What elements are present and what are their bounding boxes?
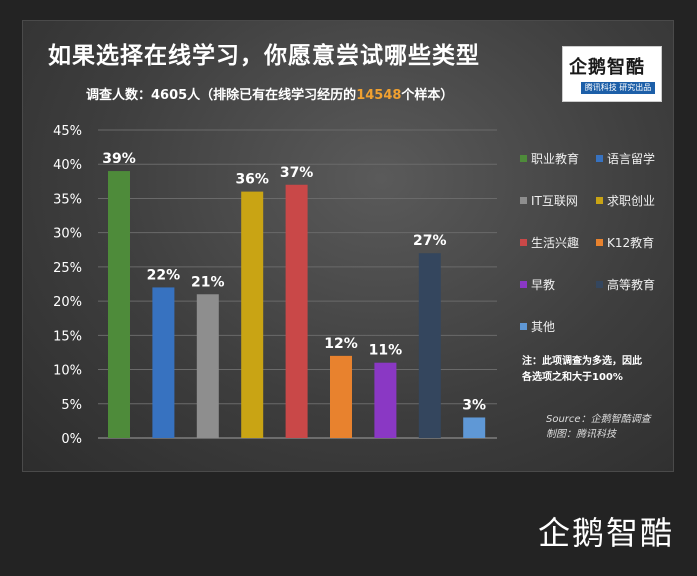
legend-swatch [520,197,527,204]
bar [330,355,352,438]
data-label: 11% [369,343,403,359]
bar [196,294,219,438]
legend-item: 职业教育 [520,150,579,167]
legend-label: K12教育 [607,236,655,250]
legend-item: IT互联网 [520,192,578,209]
y-tick-label: 30% [53,227,82,242]
y-tick-label: 5% [61,398,82,413]
legend-swatch [520,281,527,288]
data-label: 3% [462,397,486,413]
data-label: 39% [102,151,136,167]
y-tick-label: 0% [61,432,82,447]
legend-item: 求职创业 [596,192,655,209]
legend-swatch [520,155,527,162]
subtitle-suffix: 个样本） [401,88,454,103]
maker-line: 制图：腾讯科技 [546,429,616,440]
survey-note: 注：此项调查为多选，因此 各选项之和大于100% [522,356,642,383]
bar [241,191,264,438]
legend-item: 语言留学 [596,150,655,167]
source-credit: Source：企鹅智酷调查 制图：腾讯科技 [546,412,651,442]
legend-label: IT互联网 [531,194,578,208]
y-tick-label: 25% [53,261,82,276]
logo-main-text: 企鹅智酷 [569,57,645,78]
penguin-intelligence-logo: 企鹅智酷 腾讯科技 研究出品 [562,46,662,102]
y-tick-label: 45% [53,124,82,139]
legend-swatch [596,155,603,162]
legend-label: 求职创业 [607,194,656,208]
legend-label: 早教 [531,278,556,292]
bar [285,184,308,438]
legend-label: 语言留学 [607,152,656,166]
y-tick-label: 10% [53,364,82,379]
legend-label: 高等教育 [607,278,656,292]
y-tick-label: 35% [53,192,82,207]
bar [463,417,486,438]
legend-swatch [520,323,527,330]
legend-swatch [596,197,603,204]
data-label: 12% [324,336,358,352]
chart-title: 如果选择在线学习，你愿意尝试哪些类型 [48,43,480,69]
subtitle-highlight: 14548 [356,88,402,103]
y-tick-label: 20% [53,295,82,310]
legend-label: 其他 [531,320,556,334]
legend-item: K12教育 [596,234,654,251]
data-label: 36% [235,172,269,188]
data-label: 27% [413,233,447,249]
data-label: 21% [191,274,225,290]
y-tick-label: 40% [53,158,82,173]
brand-watermark: 企鹅智酷 [538,514,675,552]
logo-sub-text: 腾讯科技 研究出品 [581,82,655,94]
legend-item: 其他 [520,318,555,335]
data-label: 22% [147,267,181,283]
y-tick-label: 15% [53,329,82,344]
legend-label: 职业教育 [531,152,580,166]
legend-item: 早教 [520,276,555,293]
bar [152,287,175,438]
legend-swatch [596,281,603,288]
legend-swatch [596,239,603,246]
subtitle-text: 调查人数：4605人（排除已有在线学习经历的 [86,88,357,103]
legend-item: 生活兴趣 [520,234,579,251]
legend-swatch [520,239,527,246]
legend-item: 高等教育 [596,276,655,293]
legend-label: 生活兴趣 [531,236,580,250]
chart-subtitle: 调查人数：4605人（排除已有在线学习经历的14548个样本） [86,84,453,103]
data-label: 37% [280,165,314,181]
source-line: Source：企鹅智酷调查 [546,414,651,425]
bar [108,171,130,439]
bar [418,253,441,438]
bar [374,362,397,438]
